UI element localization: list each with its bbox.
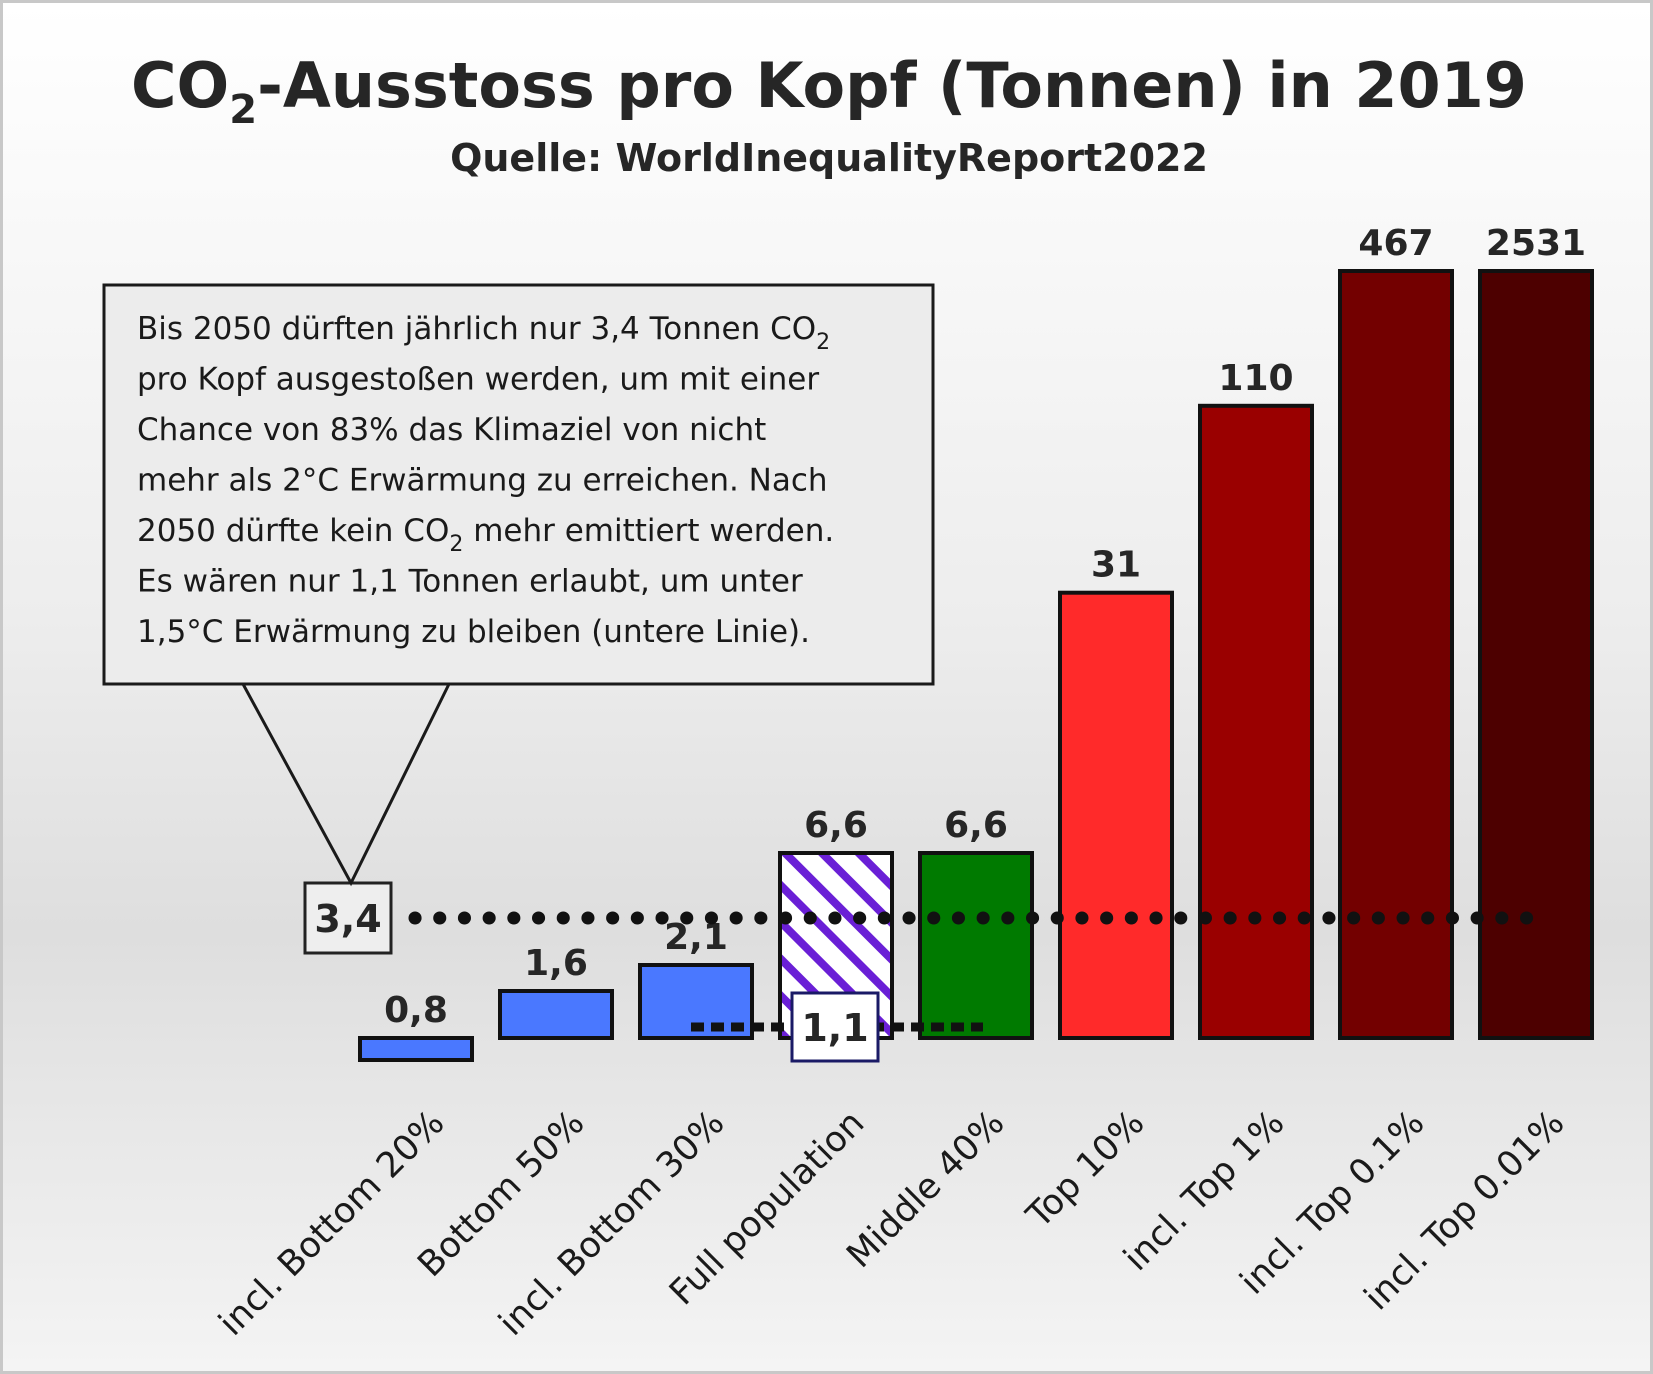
value-label-incl-bottom-30: 2,1 xyxy=(664,917,728,958)
chart-subtitle: Quelle: WorldInequalityReport2022 xyxy=(450,136,1208,180)
value-label-incl-top-0-1: 467 xyxy=(1358,223,1433,264)
category-label-top-10: Top 10% xyxy=(1019,1103,1153,1237)
reference-label-3-4: 3,4 xyxy=(314,897,381,941)
reference-lines-layer: 3,4 1,1 xyxy=(303,881,1540,1063)
reference-label-1-1: 1,1 xyxy=(801,1006,868,1050)
bar-top-10 xyxy=(1058,590,1174,1040)
annotation-line-3: Chance von 83% das Klimaziel von nicht xyxy=(137,412,766,448)
annotation-line-1: Bis 2050 dürften jährlich nur 3,4 Tonnen… xyxy=(137,311,830,355)
callout-box xyxy=(102,283,935,686)
bar-incl-top-0-01 xyxy=(1478,269,1594,1040)
value-label-incl-bottom-20: 0,8 xyxy=(384,990,448,1031)
category-label-incl-bottom-20: incl. Bottom 20% xyxy=(212,1103,453,1344)
reference-label-box-1-1 xyxy=(790,991,880,1063)
value-label-middle-40: 6,6 xyxy=(944,805,1008,846)
chart-title: CO2-Ausstoss pro Kopf (Tonnen) in 2019 xyxy=(131,49,1527,133)
value-label-incl-top-1: 110 xyxy=(1218,358,1293,399)
bar-bottom-50 xyxy=(498,989,614,1040)
bar-chart: CO2-Ausstoss pro Kopf (Tonnen) in 2019 Q… xyxy=(102,49,1594,1344)
bar-incl-bottom-20 xyxy=(358,1036,474,1062)
annotation-line-2: pro Kopf ausgestoßen werden, um mit eine… xyxy=(137,362,819,398)
value-label-top-10: 31 xyxy=(1091,545,1141,586)
value-label-full-population: 6,6 xyxy=(804,805,868,846)
value-label-incl-top-0-01: 2531 xyxy=(1486,223,1586,264)
annotation-callout: Bis 2050 dürften jährlich nur 3,4 Tonnen… xyxy=(102,283,935,887)
annotation-text: Bis 2050 dürften jährlich nur 3,4 Tonnen… xyxy=(137,311,834,650)
callout-pointer xyxy=(241,683,451,887)
annotation-line-4: mehr als 2°C Erwärmung zu erreichen. Nac… xyxy=(137,463,828,499)
annotation-line-6: Es wären nur 1,1 Tonnen erlaubt, um unte… xyxy=(137,564,803,600)
reference-label-box-3-4 xyxy=(303,881,393,955)
annotation-line-7: 1,5°C Erwärmung zu bleiben (untere Linie… xyxy=(137,614,810,650)
bar-middle-40 xyxy=(918,851,1034,1040)
value-label-bottom-50: 1,6 xyxy=(524,943,588,984)
bar-incl-top-1 xyxy=(1198,403,1314,1040)
annotation-line-5: 2050 dürfte kein CO2 mehr emittiert werd… xyxy=(137,513,834,557)
bar-incl-top-0-1 xyxy=(1338,269,1454,1040)
